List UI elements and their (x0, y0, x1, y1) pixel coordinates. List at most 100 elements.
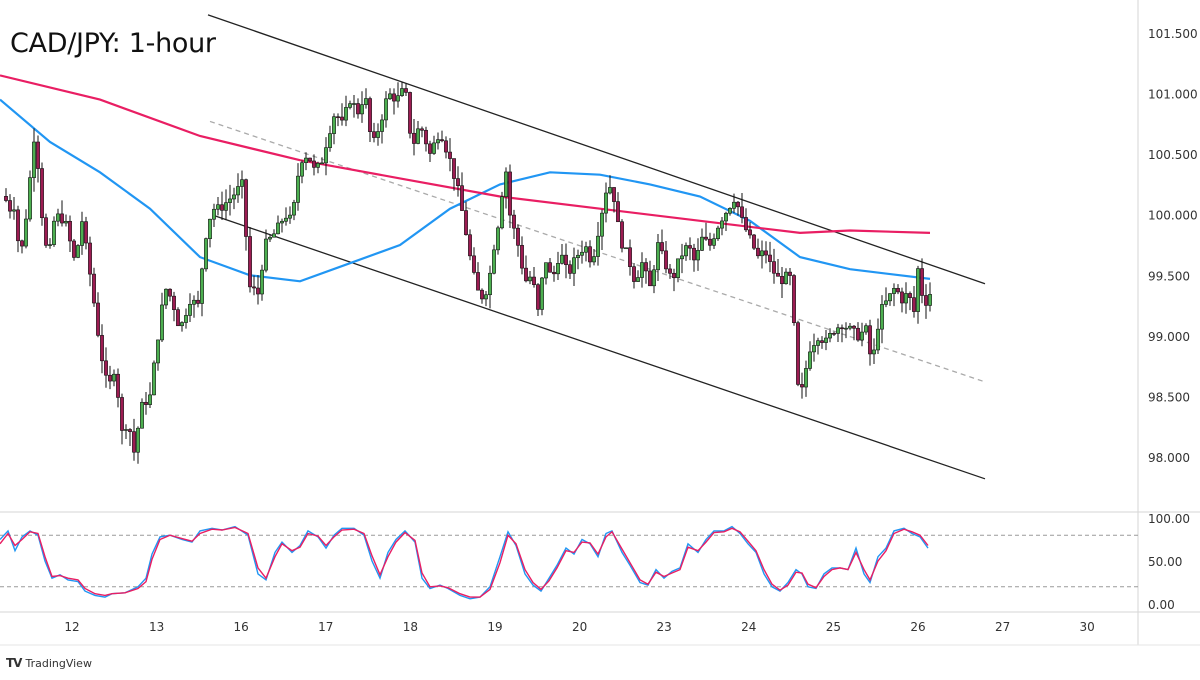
candle-body (296, 175, 300, 203)
candle-body (180, 322, 184, 327)
candle-body (280, 220, 284, 224)
candle-body (8, 200, 12, 212)
candle-body (560, 254, 564, 264)
candle-body (420, 128, 424, 131)
candle-body (860, 331, 864, 341)
candle-body (844, 327, 848, 330)
candle-body (16, 209, 20, 242)
candle-body (428, 143, 432, 154)
candle-body (472, 255, 476, 273)
candle-body (532, 276, 536, 285)
candle-body (620, 221, 624, 249)
candle-body (136, 427, 140, 453)
candle-body (376, 131, 380, 138)
candle-body (544, 262, 548, 279)
candle-body (48, 244, 52, 246)
candle-body (168, 288, 172, 297)
candle-body (772, 261, 776, 274)
candle-body (828, 333, 832, 339)
candle-body (152, 362, 156, 396)
y-tick-label: 100.500 (1148, 148, 1198, 162)
candle-body (200, 268, 204, 304)
candle-body (452, 158, 456, 179)
candle-body (192, 299, 196, 305)
candle-body (56, 213, 60, 222)
candle-body (640, 262, 644, 278)
candle-body (820, 340, 824, 343)
candle-body (924, 295, 928, 306)
candle-body (380, 119, 384, 132)
candle-body (384, 98, 388, 121)
candle-body (512, 214, 516, 229)
candle-body (920, 268, 924, 296)
candle-body (112, 373, 116, 382)
candle-body (740, 206, 744, 218)
y-tick-label: 98.000 (1148, 451, 1190, 465)
candle-body (492, 249, 496, 274)
candle-body (432, 142, 436, 154)
candle-body (244, 179, 248, 237)
candle-body (36, 141, 40, 169)
candle-body (300, 162, 304, 177)
candle-body (752, 234, 756, 249)
candle-body (800, 384, 804, 388)
candle-body (724, 212, 728, 222)
candle-body (644, 262, 648, 272)
candle-body (52, 220, 56, 245)
candle-body (636, 277, 640, 282)
candle-body (864, 325, 868, 333)
candle-body (744, 217, 748, 231)
candle-body (440, 139, 444, 142)
candle-body (400, 88, 404, 96)
x-tick-label: 16 (234, 620, 249, 634)
candle-body (608, 187, 612, 194)
channel-line (214, 215, 986, 480)
candle-body (412, 132, 416, 144)
candle-body (692, 247, 696, 261)
candle-body (360, 104, 364, 115)
candle-body (228, 198, 232, 203)
candle-body (656, 242, 660, 271)
candle-body (80, 221, 84, 246)
candle-body (188, 303, 192, 316)
candle-body (156, 339, 160, 364)
candle-body (684, 245, 688, 257)
candle-body (764, 250, 768, 256)
candle-body (288, 214, 292, 219)
candle-body (396, 95, 400, 102)
candle-body (768, 254, 772, 262)
candle-body (392, 93, 396, 102)
candle-body (144, 401, 148, 405)
candle-body (572, 257, 576, 274)
candle-body (812, 345, 816, 353)
candle-body (824, 337, 828, 343)
candle-body (252, 286, 256, 289)
candle-body (916, 268, 920, 312)
candle-body (596, 235, 600, 257)
osc-tick-label: 100.00 (1148, 512, 1190, 526)
x-tick-label: 30 (1080, 620, 1095, 634)
x-tick-label: 25 (826, 620, 841, 634)
candle-body (76, 245, 80, 258)
candle-body (580, 251, 584, 256)
candle-body (556, 263, 560, 275)
candle-body (128, 429, 132, 432)
candle-body (668, 268, 672, 274)
candle-body (216, 204, 220, 210)
candle-body (600, 212, 604, 237)
osc-tick-label: 0.00 (1148, 598, 1175, 612)
candle-body (672, 272, 676, 279)
candle-body (328, 133, 332, 148)
candle-body (172, 295, 176, 310)
candle-body (264, 238, 268, 271)
candle-body (104, 360, 108, 376)
candle-body (484, 294, 488, 300)
tradingview-branding[interactable]: TV TradingView (6, 656, 92, 670)
candle-body (212, 208, 216, 220)
candle-body (508, 171, 512, 216)
x-tick-label: 23 (657, 620, 672, 634)
candle-body (840, 327, 844, 330)
candle-body (176, 309, 180, 327)
